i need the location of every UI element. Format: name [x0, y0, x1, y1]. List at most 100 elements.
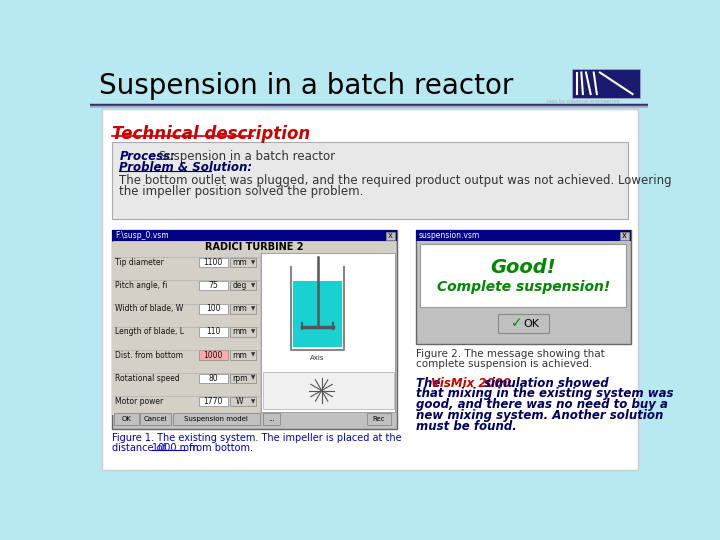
FancyBboxPatch shape — [112, 231, 397, 241]
Text: Rec: Rec — [373, 416, 385, 422]
Text: complete suspension is achieved.: complete suspension is achieved. — [415, 359, 592, 369]
Text: the impeller position solved the problem.: the impeller position solved the problem… — [120, 185, 364, 198]
FancyBboxPatch shape — [263, 413, 280, 425]
FancyBboxPatch shape — [199, 397, 228, 406]
Text: 1000: 1000 — [204, 350, 223, 360]
FancyBboxPatch shape — [366, 413, 392, 425]
FancyBboxPatch shape — [620, 232, 629, 240]
Text: ▼: ▼ — [251, 399, 256, 404]
Text: rpm: rpm — [232, 374, 248, 383]
Text: Cancel: Cancel — [144, 416, 168, 422]
Text: ▼: ▼ — [251, 306, 256, 312]
FancyBboxPatch shape — [263, 372, 394, 409]
FancyBboxPatch shape — [102, 110, 638, 470]
Text: mm: mm — [232, 350, 247, 360]
Text: from bottom.: from bottom. — [186, 443, 253, 453]
Text: Suspension in a batch reactor: Suspension in a batch reactor — [99, 72, 513, 100]
Text: ▼: ▼ — [251, 376, 256, 381]
FancyBboxPatch shape — [112, 231, 397, 429]
FancyBboxPatch shape — [230, 327, 256, 336]
FancyBboxPatch shape — [112, 242, 396, 253]
Text: Figure 1. The existing system. The impeller is placed at the: Figure 1. The existing system. The impel… — [112, 433, 401, 443]
FancyBboxPatch shape — [230, 304, 256, 314]
FancyBboxPatch shape — [173, 413, 260, 425]
Text: good, and there was no need to buy a: good, and there was no need to buy a — [415, 398, 667, 411]
Text: Dist. from bottom: Dist. from bottom — [114, 350, 183, 360]
Text: Technical description: Technical description — [112, 125, 310, 143]
Text: deg: deg — [233, 281, 247, 291]
Text: x: x — [388, 231, 393, 240]
FancyBboxPatch shape — [199, 374, 228, 383]
Text: ✓: ✓ — [511, 316, 523, 330]
Text: ...: ... — [268, 416, 275, 422]
Text: OK: OK — [122, 416, 131, 422]
FancyBboxPatch shape — [112, 142, 628, 219]
Text: Tip diameter: Tip diameter — [114, 258, 163, 267]
Text: Suspension model: Suspension model — [184, 416, 248, 422]
Text: Suspension in a batch reactor: Suspension in a batch reactor — [155, 150, 336, 163]
Text: OK: OK — [523, 319, 539, 328]
Text: The bottom outlet was plugged, and the required product output was not achieved.: The bottom outlet was plugged, and the r… — [120, 174, 672, 187]
Text: Problem & Solution:: Problem & Solution: — [120, 161, 253, 174]
FancyBboxPatch shape — [230, 350, 256, 360]
Polygon shape — [293, 281, 343, 347]
Text: ▼: ▼ — [251, 329, 256, 334]
FancyBboxPatch shape — [112, 253, 260, 415]
FancyBboxPatch shape — [230, 258, 256, 267]
Text: Pitch angle, fi: Pitch angle, fi — [114, 281, 167, 291]
Text: 1000 mm: 1000 mm — [152, 443, 199, 453]
Text: W: W — [236, 397, 243, 406]
FancyBboxPatch shape — [114, 413, 139, 425]
Text: The: The — [415, 377, 444, 390]
FancyBboxPatch shape — [230, 397, 256, 406]
Text: distance of: distance of — [112, 443, 168, 453]
Text: Complete suspension!: Complete suspension! — [436, 280, 610, 294]
Text: Good!: Good! — [490, 258, 556, 277]
Text: Process:: Process: — [120, 150, 176, 163]
FancyBboxPatch shape — [386, 232, 395, 240]
Text: Length of blade, L: Length of blade, L — [114, 327, 184, 336]
FancyBboxPatch shape — [572, 69, 640, 98]
Text: new mixing system. Another solution: new mixing system. Another solution — [415, 409, 663, 422]
Text: VisMix 2000: VisMix 2000 — [431, 377, 511, 390]
Text: suspension.vsm: suspension.vsm — [418, 231, 480, 240]
Text: Motor power: Motor power — [114, 397, 163, 406]
Text: ▼: ▼ — [251, 284, 256, 288]
Text: 110: 110 — [206, 327, 220, 336]
Text: 80: 80 — [208, 374, 218, 383]
Text: logo by chemical engineering: logo by chemical engineering — [546, 99, 619, 104]
FancyBboxPatch shape — [199, 350, 228, 360]
Text: x: x — [622, 231, 627, 240]
Text: Width of blade, W: Width of blade, W — [114, 305, 183, 313]
Text: F:\susp_0.vsm: F:\susp_0.vsm — [114, 231, 168, 240]
Text: Axis: Axis — [310, 355, 325, 361]
FancyBboxPatch shape — [140, 413, 171, 425]
FancyBboxPatch shape — [199, 281, 228, 291]
Text: ▼: ▼ — [251, 260, 256, 265]
Text: x: x — [388, 231, 393, 240]
Text: Figure 2. The message showing that: Figure 2. The message showing that — [415, 349, 604, 359]
Text: RADICI TURBINE 2: RADICI TURBINE 2 — [205, 242, 304, 252]
Text: that mixing in the existing system was: that mixing in the existing system was — [415, 387, 673, 401]
FancyBboxPatch shape — [199, 304, 228, 314]
FancyBboxPatch shape — [199, 258, 228, 267]
Text: 1770: 1770 — [204, 397, 223, 406]
Text: mm: mm — [232, 305, 247, 313]
Text: ▼: ▼ — [251, 353, 256, 357]
FancyBboxPatch shape — [230, 281, 256, 291]
FancyBboxPatch shape — [498, 314, 549, 333]
Text: 100: 100 — [206, 305, 220, 313]
FancyBboxPatch shape — [415, 231, 631, 241]
FancyBboxPatch shape — [261, 253, 395, 412]
Text: 1100: 1100 — [204, 258, 223, 267]
FancyBboxPatch shape — [230, 374, 256, 383]
FancyBboxPatch shape — [90, 65, 648, 105]
FancyBboxPatch shape — [420, 244, 626, 307]
Text: mm: mm — [232, 327, 247, 336]
FancyBboxPatch shape — [199, 327, 228, 336]
Text: must be found.: must be found. — [415, 420, 516, 433]
Text: mm: mm — [232, 258, 247, 267]
FancyBboxPatch shape — [415, 231, 631, 345]
Text: simulation showed: simulation showed — [480, 377, 608, 390]
Text: 75: 75 — [208, 281, 218, 291]
